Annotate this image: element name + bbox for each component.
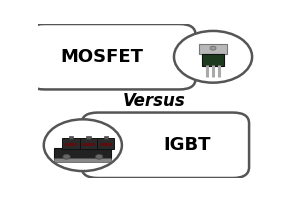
- FancyBboxPatch shape: [82, 143, 95, 146]
- FancyBboxPatch shape: [65, 143, 77, 146]
- Circle shape: [95, 154, 103, 159]
- FancyBboxPatch shape: [82, 113, 249, 178]
- FancyBboxPatch shape: [86, 136, 91, 139]
- Circle shape: [210, 46, 216, 50]
- Circle shape: [174, 31, 252, 83]
- Text: IGBT: IGBT: [164, 136, 211, 154]
- FancyBboxPatch shape: [28, 24, 196, 89]
- Text: Versus: Versus: [122, 92, 185, 110]
- Circle shape: [44, 119, 122, 171]
- FancyBboxPatch shape: [55, 158, 111, 162]
- FancyBboxPatch shape: [103, 136, 108, 139]
- FancyBboxPatch shape: [199, 44, 227, 54]
- FancyBboxPatch shape: [202, 54, 224, 66]
- Text: MOSFET: MOSFET: [60, 48, 143, 66]
- Circle shape: [63, 154, 70, 159]
- FancyBboxPatch shape: [55, 148, 111, 159]
- FancyBboxPatch shape: [62, 138, 80, 149]
- FancyBboxPatch shape: [69, 136, 73, 139]
- FancyBboxPatch shape: [80, 138, 97, 149]
- FancyBboxPatch shape: [97, 138, 115, 149]
- FancyBboxPatch shape: [100, 143, 112, 146]
